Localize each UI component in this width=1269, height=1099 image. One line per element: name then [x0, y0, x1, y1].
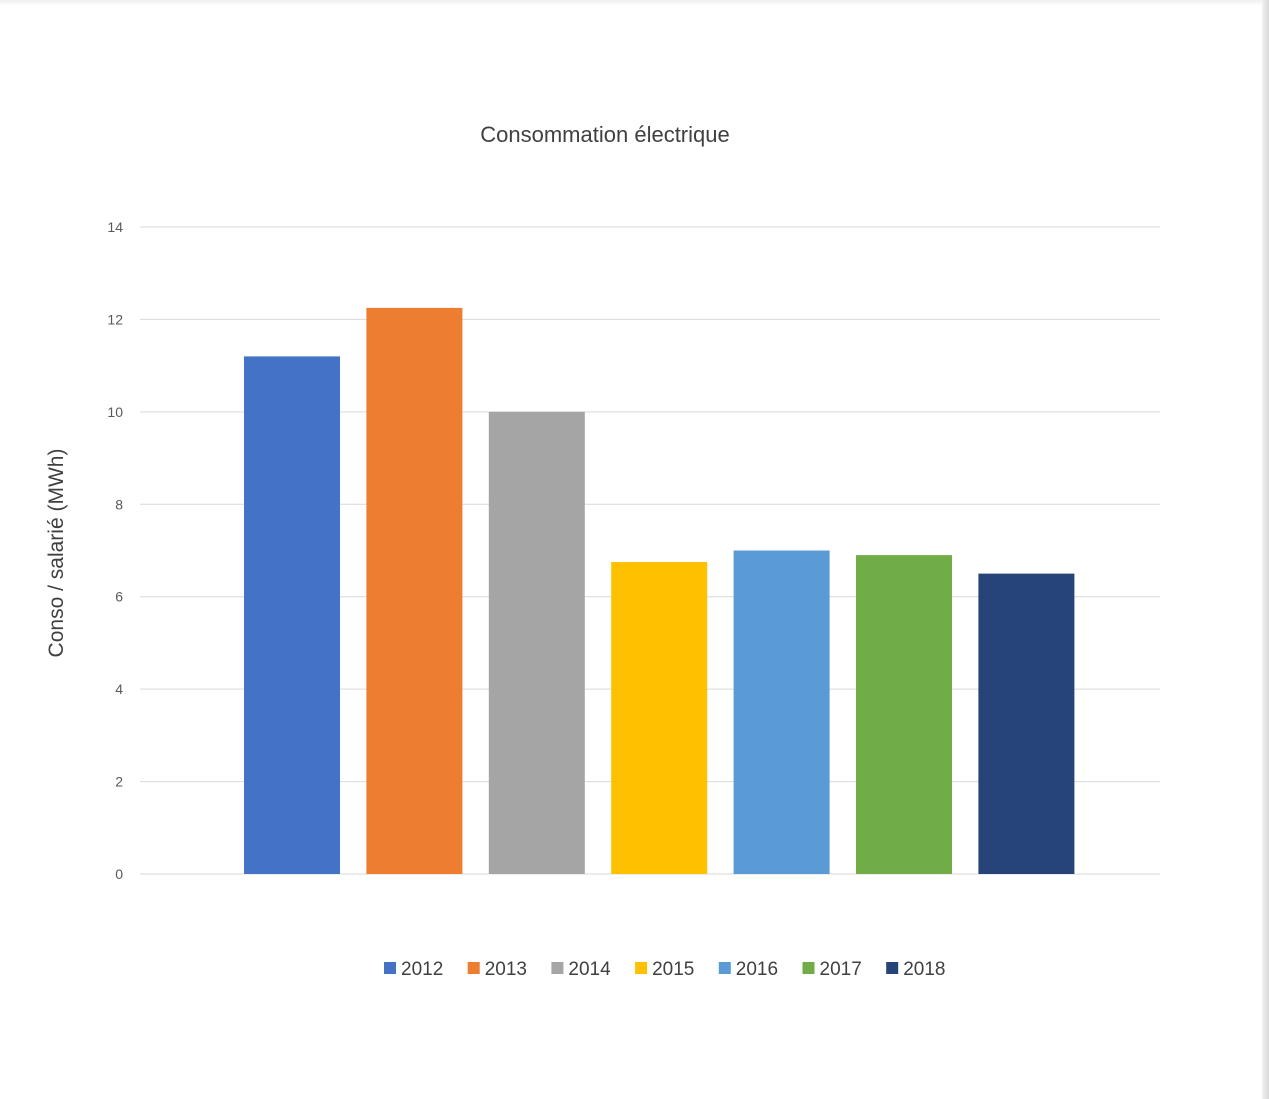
- legend-swatch-2016: [718, 962, 731, 974]
- y-tick-label: 12: [107, 311, 123, 327]
- legend-label-2013: 2013: [485, 959, 527, 980]
- legend-label-2017: 2017: [820, 959, 862, 980]
- legend: 2012 2013 2014 2015 2016 2017 2018: [384, 959, 945, 980]
- legend-swatch-2013: [467, 962, 480, 974]
- bar-2018: [978, 573, 1075, 874]
- legend-label-2016: 2016: [736, 959, 778, 980]
- y-axis-ticks: 0 2 4 6 8 10 12 14: [107, 219, 123, 882]
- legend-swatch-2017: [802, 962, 815, 974]
- bar-2015: [611, 562, 708, 874]
- legend-swatch-2014: [551, 962, 564, 974]
- frame-top-shadow: [0, 0, 1269, 6]
- y-tick-label: 4: [115, 681, 123, 697]
- bar-2014: [488, 411, 585, 874]
- y-tick-label: 0: [115, 866, 123, 882]
- chart-title: Consommation électrique: [480, 122, 729, 147]
- y-tick-label: 10: [107, 404, 123, 420]
- y-tick-label: 6: [115, 589, 123, 605]
- legend-swatch-2015: [635, 962, 648, 974]
- y-tick-label: 8: [115, 496, 123, 512]
- bars: [244, 307, 1075, 874]
- bar-2013: [366, 307, 463, 874]
- bar-2016: [733, 550, 830, 874]
- bar-2012: [244, 356, 340, 874]
- legend-label-2018: 2018: [903, 959, 945, 980]
- legend-label-2012: 2012: [401, 959, 443, 980]
- legend-label-2014: 2014: [568, 959, 611, 980]
- bar-2017: [856, 555, 952, 874]
- legend-swatch-2012: [384, 962, 396, 974]
- frame-right-shadow: [1262, 0, 1269, 1099]
- legend-label-2015: 2015: [652, 959, 694, 980]
- y-tick-label: 2: [115, 774, 123, 790]
- legend-swatch-2018: [886, 962, 899, 974]
- y-tick-label: 14: [107, 219, 123, 235]
- y-axis-title: Conso / salarié (MWh): [45, 449, 68, 658]
